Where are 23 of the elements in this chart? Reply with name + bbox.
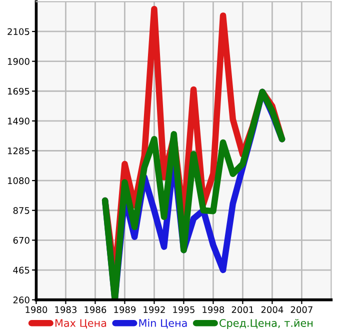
x-tick-label: 1980 — [26, 306, 48, 314]
x-tick-label: 1983 — [55, 306, 76, 314]
legend-label: Сред.Цена, т.йен — [220, 318, 313, 329]
y-tick-label: 260 — [13, 296, 30, 304]
y-tick-label: 1080 — [8, 177, 30, 184]
x-tick-label: 2007 — [290, 306, 312, 314]
x-tick-label: 1995 — [173, 306, 194, 314]
legend-label: Min Цена — [139, 318, 187, 328]
y-tick-label: 1285 — [8, 147, 30, 154]
y-tick-label: 465 — [13, 266, 30, 274]
y-tick-label: 1490 — [8, 118, 30, 124]
y-tick-label: 1695 — [8, 88, 30, 95]
x-tick-label: 2004 — [261, 306, 284, 314]
legend-label: Max Цена — [55, 319, 106, 328]
y-tick-label: 670 — [13, 236, 30, 244]
x-tick-label: 1992 — [144, 306, 165, 314]
y-tick-label: 2105 — [8, 28, 30, 36]
x-tick-label: 1986 — [84, 306, 106, 314]
x-tick-label: 2001 — [232, 306, 254, 314]
x-tick-label: 1998 — [202, 306, 224, 314]
x-tick-label: 1989 — [114, 306, 136, 314]
y-tick-label: 875 — [13, 207, 30, 214]
y-tick-label: 1900 — [8, 58, 30, 65]
